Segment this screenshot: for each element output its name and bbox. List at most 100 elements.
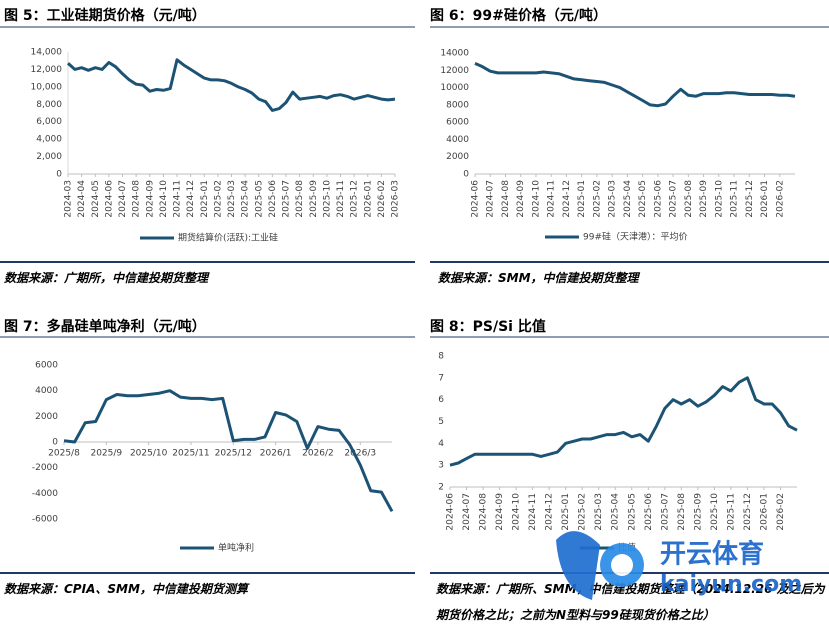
x-tick-label: 2024-11 (528, 493, 538, 531)
y-tick-label: 2,000 (36, 152, 62, 162)
x-tick-label: 2024-09 (495, 493, 505, 531)
x-tick-label: 2025-01 (561, 493, 571, 531)
y-tick-label: 8 (438, 352, 444, 362)
x-tick-label: 2024-08 (479, 493, 489, 531)
x-tick-label: 2026-01 (759, 493, 769, 531)
x-tick-label: 2025-11 (336, 180, 346, 218)
y-tick-label: 4000 (446, 135, 469, 145)
chart-title: 图 7：多晶硅单吨净利（元/吨） (4, 319, 206, 335)
legend-label: 99#硅（天津港）：平均价 (583, 231, 688, 243)
y-tick-label: 8,000 (36, 100, 62, 110)
x-tick-label: 2026/2 (302, 449, 334, 459)
y-tick-label: 4,000 (36, 135, 62, 145)
x-tick-label: 2024-07 (486, 180, 496, 218)
y-tick-label: 2000 (446, 152, 469, 162)
chart-title: 图 6：99#硅价格（元/吨） (430, 8, 607, 24)
series-line (449, 376, 798, 467)
x-tick-label: 2025-10 (710, 493, 720, 531)
x-tick-label: 2025-08 (684, 180, 694, 218)
x-tick-label: 2025-01 (577, 180, 587, 218)
y-tick-label: 3 (438, 461, 444, 471)
x-tick-label: 2025-02 (213, 180, 223, 218)
x-tick-label: 2025-07 (669, 180, 679, 218)
y-tick-label: 4 (438, 439, 444, 449)
x-tick-label: 2025/11 (172, 449, 209, 459)
y-tick-label: 10,000 (31, 82, 63, 92)
x-tick-label: 2024-07 (118, 180, 128, 218)
y-tick-label: 6000 (35, 361, 58, 371)
x-tick-label: 2026/3 (344, 449, 376, 459)
x-tick-label: 2024-08 (132, 180, 142, 218)
series-line (474, 62, 796, 108)
x-tick-label: 2025-08 (295, 180, 305, 218)
chart-title: 图 5：工业硅期货价格（元/吨） (4, 8, 206, 24)
x-tick-label: 2024-12 (186, 180, 196, 218)
y-tick-label: 6000 (446, 118, 469, 128)
x-tick-label: 2024-10 (512, 493, 522, 531)
x-tick-label: 2025-06 (653, 180, 663, 218)
x-tick-label: 2025-07 (660, 493, 670, 531)
y-tick-label: 2000 (35, 412, 58, 422)
x-tick-label: 2025-08 (677, 493, 687, 531)
x-tick-label: 2025-11 (730, 180, 740, 218)
x-tick-label: 2024-12 (545, 493, 555, 531)
x-tick-label: 2025-10 (322, 180, 332, 218)
x-tick-label: 2024-10 (531, 180, 541, 218)
x-tick-label: 2026-03 (391, 180, 401, 218)
x-tick-label: 2025-06 (644, 493, 654, 531)
legend-label: 比值 (618, 542, 636, 554)
x-tick-label: 2025-03 (227, 180, 237, 218)
series-line (63, 389, 394, 513)
source-note: 数据来源：CPIA、SMM，中信建投期货测算 (4, 582, 248, 596)
x-tick-label: 2024-12 (562, 180, 572, 218)
x-tick-label: 2026-01 (760, 180, 770, 218)
x-tick-label: 2025-04 (241, 180, 251, 218)
x-tick-label: 2025-01 (200, 180, 210, 218)
y-tick-label: 4000 (35, 386, 58, 396)
x-tick-label: 2024-06 (446, 493, 456, 531)
x-tick-label: 2025-05 (638, 180, 648, 218)
x-tick-label: 2025-07 (282, 180, 292, 218)
x-tick-label: 2024-06 (471, 180, 481, 218)
y-tick-label: 10000 (440, 83, 469, 93)
y-tick-label: 6 (438, 395, 444, 405)
y-tick-label: 2 (438, 483, 444, 493)
y-tick-label: -6000 (32, 515, 58, 525)
y-tick-label: 5 (438, 417, 444, 427)
y-tick-label: 7 (438, 373, 444, 383)
series-line (66, 58, 396, 112)
x-tick-label: 2025-06 (268, 180, 278, 218)
x-tick-label: 2025-03 (608, 180, 618, 218)
x-tick-label: 2025-09 (309, 180, 319, 218)
legend-label: 单吨净利 (218, 542, 254, 554)
x-tick-label: 2024-09 (145, 180, 155, 218)
x-tick-label: 2025-04 (623, 180, 633, 218)
x-tick-label: 2026-01 (363, 180, 373, 218)
x-tick-label: 2025-04 (611, 493, 621, 531)
x-tick-label: 2025-12 (743, 493, 753, 531)
x-tick-label: 2024-08 (501, 180, 511, 218)
y-tick-label: 0 (463, 170, 469, 180)
x-tick-label: 2024-09 (516, 180, 526, 218)
y-tick-label: 12000 (440, 66, 469, 76)
x-tick-label: 2025/12 (215, 449, 252, 459)
y-tick-label: -4000 (32, 489, 58, 499)
x-tick-label: 2026-02 (377, 180, 387, 218)
y-tick-label: 0 (52, 438, 58, 448)
x-tick-label: 2024-05 (91, 180, 101, 218)
x-tick-label: 2025-11 (726, 493, 736, 531)
x-tick-label: 2025-10 (714, 180, 724, 218)
x-tick-label: 2025-02 (578, 493, 588, 531)
x-tick-label: 2025-03 (594, 493, 604, 531)
x-tick-label: 2025-12 (350, 180, 360, 218)
y-tick-label: 14000 (440, 49, 469, 59)
x-tick-label: 2025-09 (693, 493, 703, 531)
x-tick-label: 2025-09 (699, 180, 709, 218)
x-tick-label: 2026-02 (776, 493, 786, 531)
y-tick-label: -2000 (32, 463, 58, 473)
rules (0, 26, 829, 574)
x-tick-label: 2024-10 (159, 180, 169, 218)
x-tick-label: 2025-05 (254, 180, 264, 218)
x-tick-label: 2025-02 (592, 180, 602, 218)
